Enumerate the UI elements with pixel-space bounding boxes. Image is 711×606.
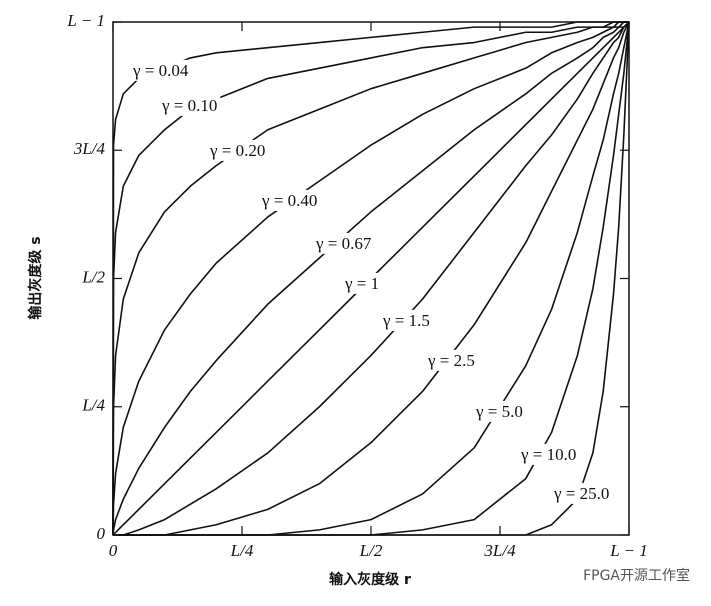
label-background xyxy=(129,59,192,81)
y-tick-label: L/4 xyxy=(81,396,105,415)
curve-label: γ = 2.5 xyxy=(427,351,475,370)
curve xyxy=(112,21,629,536)
curve-label: γ = 0.40 xyxy=(261,191,317,210)
curve-label: γ = 5.0 xyxy=(475,402,523,421)
label-background xyxy=(312,232,375,254)
curve-label: γ = 0.67 xyxy=(315,234,372,253)
curve xyxy=(112,21,630,536)
label-background xyxy=(206,139,269,161)
x-tick-label: L − 1 xyxy=(609,541,648,560)
x-tick-label: L/2 xyxy=(359,541,383,560)
curve xyxy=(112,21,629,536)
curve xyxy=(112,21,629,536)
curve-label: γ = 0.20 xyxy=(209,141,265,160)
x-tick-label: 3L/4 xyxy=(483,541,516,560)
curve-label: γ = 0.10 xyxy=(161,96,217,115)
label-background xyxy=(517,443,580,465)
y-tick-label: L/2 xyxy=(81,267,105,286)
label-background xyxy=(424,349,478,371)
curve-label: γ = 1 xyxy=(344,274,379,293)
watermark: FPGA开源工作室 xyxy=(583,567,690,584)
x-axis-label: 输入灰度级 r xyxy=(329,571,411,588)
curve xyxy=(112,21,629,536)
label-background xyxy=(341,272,383,294)
curve-label: γ = 25.0 xyxy=(553,484,609,503)
curve xyxy=(112,21,630,536)
y-axis-label: 输出灰度级 s xyxy=(27,236,44,319)
label-background xyxy=(550,482,613,504)
label-background xyxy=(158,94,221,116)
curve-label: γ = 1.5 xyxy=(382,311,430,330)
label-background xyxy=(258,189,321,211)
y-tick-label: 3L/4 xyxy=(73,139,106,158)
x-tick-label: 0 xyxy=(109,541,118,560)
x-tick-label: L/4 xyxy=(230,541,254,560)
curve xyxy=(112,21,630,536)
y-tick-label: 0 xyxy=(97,524,106,543)
y-tick-label: L − 1 xyxy=(66,11,105,30)
curve-label: γ = 10.0 xyxy=(520,445,576,464)
curve-label: γ = 0.04 xyxy=(132,61,189,80)
label-background xyxy=(379,309,433,331)
label-background xyxy=(472,400,526,422)
